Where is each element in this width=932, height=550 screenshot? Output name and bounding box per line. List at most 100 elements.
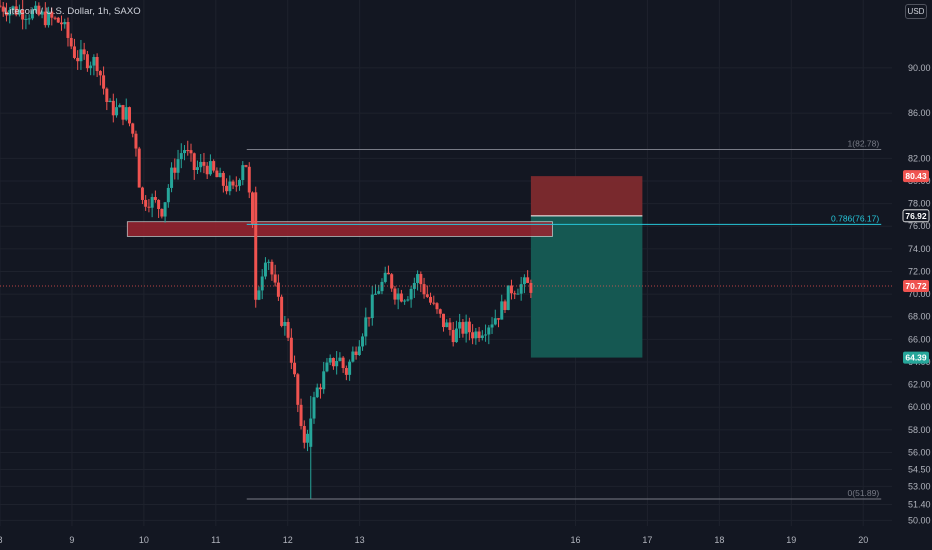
candle-down[interactable] [137,148,141,188]
candle-up[interactable] [108,100,112,102]
symbol-legend[interactable]: Litecoin / U.S. Dollar, 1h, SAXO [4,6,141,17]
resistance-zone-rectangle[interactable] [126,221,553,237]
stop-loss-zone[interactable] [530,176,643,216]
candle-up[interactable] [263,262,267,277]
candle-down[interactable] [53,17,57,19]
candle-up[interactable] [315,387,319,398]
candle-down[interactable] [318,387,322,390]
candle-up[interactable] [487,327,491,335]
candle-down[interactable] [254,192,258,300]
candle-up[interactable] [493,318,497,325]
candle-up[interactable] [458,322,462,329]
candle-down[interactable] [276,282,280,297]
candle-down[interactable] [419,274,423,285]
candle-up[interactable] [351,351,355,362]
candle-down[interactable] [186,150,190,152]
candle-down[interactable] [331,357,335,367]
candle-up[interactable] [464,321,468,334]
candle-down[interactable] [299,404,303,427]
candle-up[interactable] [118,105,122,108]
candle-up[interactable] [519,284,523,294]
candle-down[interactable] [296,374,300,405]
candle-down[interactable] [509,285,513,294]
candle-down[interactable] [448,322,452,330]
candle-down[interactable] [280,296,284,326]
candle-down[interactable] [189,150,193,154]
candle-down[interactable] [14,6,18,15]
candle-up[interactable] [208,161,212,175]
candle-up[interactable] [27,18,31,20]
candle-down[interactable] [157,199,161,209]
candle-down[interactable] [102,75,106,89]
candle-down[interactable] [231,181,235,186]
candle-down[interactable] [422,284,426,295]
candle-up[interactable] [47,11,51,26]
candle-up[interactable] [484,334,488,336]
candle-down[interactable] [503,301,507,310]
candle-down[interactable] [225,185,229,192]
candle-up[interactable] [480,335,484,338]
candle-down[interactable] [471,332,475,339]
candle-up[interactable] [474,331,478,339]
candle-down[interactable] [234,185,238,187]
candle-up[interactable] [403,300,407,302]
candle-down[interactable] [85,54,89,69]
candle-up[interactable] [338,357,342,361]
candle-down[interactable] [98,71,102,76]
candle-up[interactable] [170,167,174,188]
candle-down[interactable] [467,321,471,333]
candle-down[interactable] [367,317,371,319]
candle-down[interactable] [270,261,274,275]
candle-down[interactable] [192,153,196,171]
candle-up[interactable] [267,261,271,263]
candle-up[interactable] [124,107,128,120]
candle-down[interactable] [390,274,394,289]
candle-up[interactable] [163,202,167,217]
candle-down[interactable] [111,100,115,116]
candle-down[interactable] [497,318,501,320]
candle-up[interactable] [89,65,93,69]
candle-down[interactable] [212,161,216,171]
candle-down[interactable] [432,302,436,304]
candle-down[interactable] [393,288,397,300]
candle-up[interactable] [199,161,203,168]
candle-up[interactable] [283,322,287,326]
candle-up[interactable] [380,281,384,292]
candle-down[interactable] [435,303,439,310]
candle-up[interactable] [309,418,313,447]
candle-up[interactable] [328,357,332,363]
candle-up[interactable] [522,277,526,285]
candle-up[interactable] [166,187,170,203]
candle-down[interactable] [95,56,99,72]
candle-up[interactable] [364,317,368,337]
candle-up[interactable] [150,197,154,208]
price-label-stop[interactable] [903,170,929,183]
candle-up[interactable] [228,181,232,192]
candle-down[interactable] [513,293,517,295]
candle-down[interactable] [173,167,177,173]
candle-up[interactable] [183,150,187,154]
candle-up[interactable] [179,153,183,160]
price-label-last[interactable] [903,279,929,292]
candle-down[interactable] [4,11,8,16]
candle-down[interactable] [244,165,248,167]
candle-down[interactable] [147,206,151,208]
candle-down[interactable] [273,274,277,283]
candle-down[interactable] [0,5,2,7]
candle-down[interactable] [221,172,225,186]
candle-up[interactable] [176,159,180,173]
candle-down[interactable] [526,277,530,283]
candle-up[interactable] [24,18,28,20]
candle-up[interactable] [11,6,15,11]
candle-up[interactable] [377,291,381,294]
candle-down[interactable] [247,166,251,193]
candle-up[interactable] [34,5,38,11]
candle-down[interactable] [76,57,80,62]
candle-up[interactable] [490,324,494,328]
candle-up[interactable] [348,361,352,375]
candle-up[interactable] [361,336,365,347]
candle-down[interactable] [215,170,219,178]
candle-down[interactable] [37,5,41,15]
candle-down[interactable] [121,105,125,120]
candle-up[interactable] [312,397,316,419]
